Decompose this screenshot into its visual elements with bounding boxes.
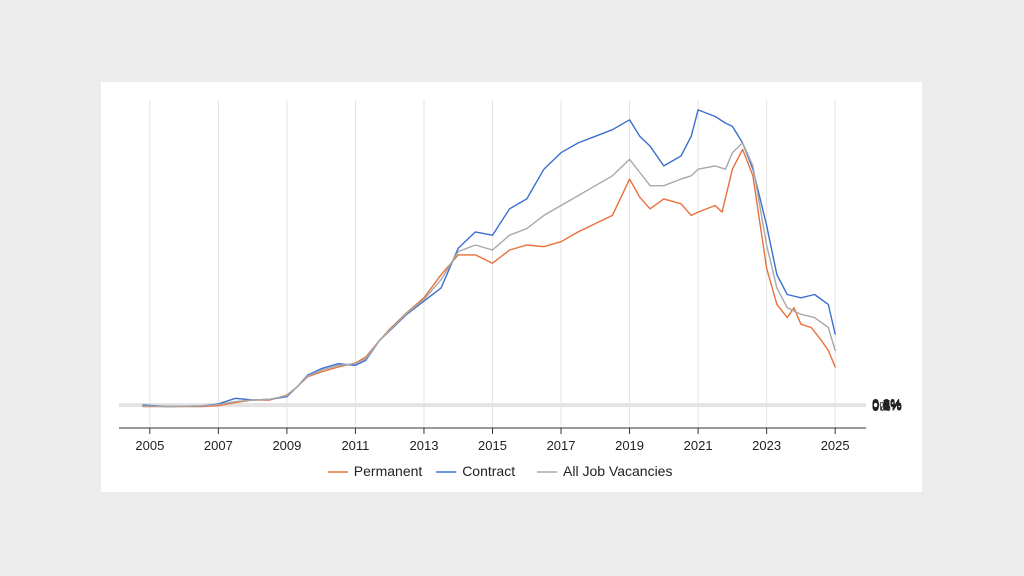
x-tick-label: 2011 xyxy=(341,438,369,453)
x-tick-label: 2023 xyxy=(752,438,781,453)
x-tick-label: 2019 xyxy=(615,438,644,453)
y-tick-label: 0.2% xyxy=(872,398,902,413)
legend-item-contract[interactable]: Contract xyxy=(436,463,515,479)
y-tick-label: 0.8% xyxy=(872,396,902,411)
x-tick-label: 2005 xyxy=(135,438,164,453)
y-tick-label: 0.7% xyxy=(872,397,902,412)
y-tick-label: 0.4% xyxy=(872,398,902,413)
x-tick-label: 2009 xyxy=(272,438,301,453)
y-tick-label: 0.9% xyxy=(872,396,902,411)
grid xyxy=(119,100,866,428)
y-tick-label: 0.5% xyxy=(872,397,902,412)
series-line-all-job-vacancies xyxy=(142,142,836,408)
y-tick-label: 0% xyxy=(872,399,891,414)
line-chart: 2005 2007 2009 2011 2013 2015 2017 2019 2021 2023… xyxy=(119,100,902,479)
x-tick-label: 2025 xyxy=(821,438,850,453)
x-tick-label: 2007 xyxy=(204,438,233,453)
y-tick-label: 0.1% xyxy=(872,399,902,414)
legend-item-all-job-vacancies[interactable]: All Job Vacancies xyxy=(537,463,672,479)
legend-label: Contract xyxy=(462,463,515,479)
x-tick-label: 2013 xyxy=(410,438,439,453)
y-axis: 0%0.1%0.2%0.3%0.4%0.5%0.6%0.7%0.8%0.9% xyxy=(872,396,902,414)
series-line-permanent xyxy=(142,148,836,408)
x-tick-label: 2017 xyxy=(547,438,576,453)
chart-panel: 2005 2007 2009 2011 2013 2015 2017 2019 2021 2023… xyxy=(101,82,922,492)
x-axis: 2005 2007 2009 2011 2013 2015 2017 2019 2021 2023… xyxy=(119,427,866,453)
x-tick-label: 2015 xyxy=(478,438,507,453)
legend-label: Permanent xyxy=(354,463,423,479)
legend-label: All Job Vacancies xyxy=(563,463,672,479)
y-tick-label: 0.6% xyxy=(872,397,902,412)
x-tick-label: 2021 xyxy=(684,438,713,453)
legend: Permanent Contract All Job Vacancies xyxy=(327,463,672,479)
legend-item-permanent[interactable]: Permanent xyxy=(327,463,423,479)
y-tick-label: 0.3% xyxy=(872,398,902,413)
series-lines xyxy=(142,109,836,408)
